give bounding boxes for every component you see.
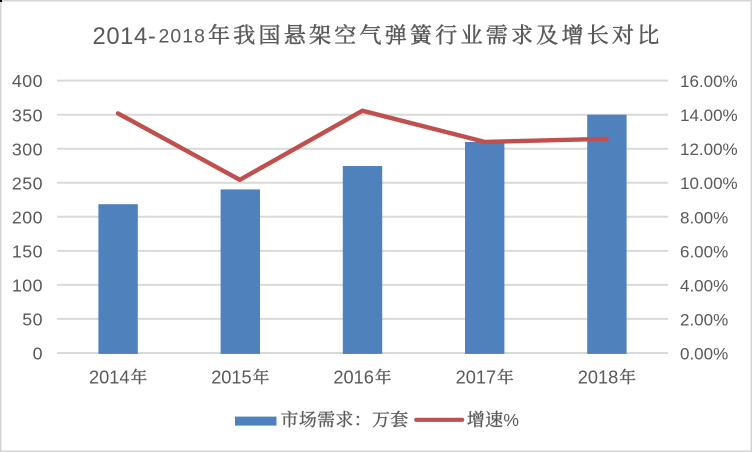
svg-text:12.00%: 12.00%	[680, 140, 738, 159]
svg-text:2016: 2016	[333, 367, 373, 387]
svg-text:100: 100	[12, 276, 43, 296]
svg-text:300: 300	[12, 139, 43, 159]
svg-text:16.00%: 16.00%	[680, 72, 738, 91]
svg-text:400: 400	[12, 71, 43, 91]
svg-text:2015: 2015	[211, 367, 251, 387]
svg-text:150: 150	[12, 242, 43, 262]
svg-text:2.00%: 2.00%	[680, 310, 728, 329]
svg-text:2018: 2018	[578, 367, 618, 387]
svg-text:50: 50	[22, 310, 43, 330]
svg-text:10.00%: 10.00%	[680, 174, 738, 193]
svg-text:2018: 2018	[159, 25, 207, 47]
svg-text:8.00%: 8.00%	[680, 208, 728, 227]
svg-text:350: 350	[12, 105, 43, 125]
svg-text:6.00%: 6.00%	[680, 242, 728, 261]
svg-text:2014: 2014	[89, 367, 129, 387]
svg-text:2017: 2017	[456, 367, 496, 387]
svg-text:250: 250	[12, 173, 43, 193]
svg-text:2014-: 2014-	[93, 23, 157, 50]
svg-text:200: 200	[12, 207, 43, 227]
svg-text:0.00%: 0.00%	[680, 345, 728, 364]
svg-text:14.00%: 14.00%	[680, 106, 738, 125]
svg-text:4.00%: 4.00%	[680, 276, 728, 295]
svg-text:%: %	[503, 410, 519, 430]
svg-text:0: 0	[33, 344, 43, 364]
